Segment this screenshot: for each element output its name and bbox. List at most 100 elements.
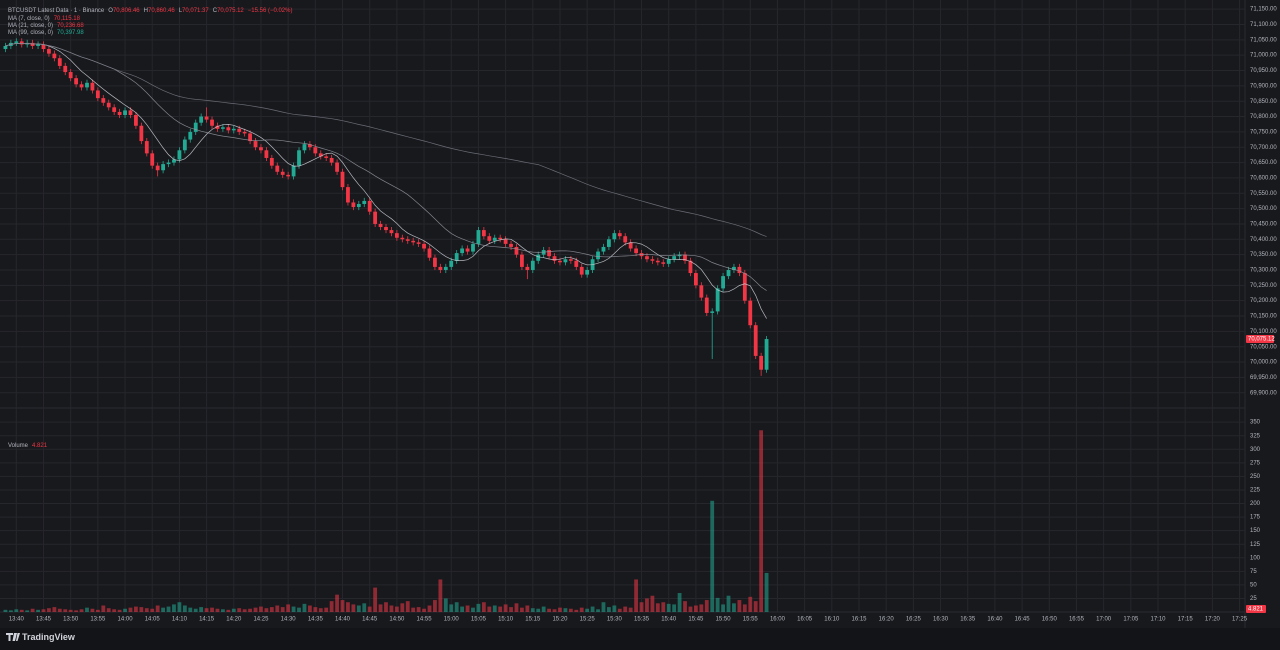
x-tick-label: 14:55 xyxy=(417,617,433,623)
candle-body xyxy=(568,259,573,261)
candle-body xyxy=(123,110,127,116)
candle-body xyxy=(193,122,198,132)
candle-body xyxy=(41,44,46,50)
y-tick-label: 70,200.00 xyxy=(1250,298,1277,304)
x-tick-label: 16:50 xyxy=(1042,617,1058,623)
candle-body xyxy=(737,266,742,274)
ohlc-letter: O xyxy=(108,8,113,14)
y-tick-label: 71,100.00 xyxy=(1250,22,1277,28)
x-tick-label: 17:15 xyxy=(1178,617,1194,623)
volume-bar xyxy=(520,607,524,612)
candle-body xyxy=(715,288,720,312)
candle-body xyxy=(139,125,144,142)
candle-body xyxy=(688,260,693,274)
volume-bar xyxy=(503,604,508,612)
volume-bar xyxy=(210,607,214,612)
volume-bar xyxy=(427,605,432,612)
volume-bar xyxy=(558,607,562,612)
candle-body xyxy=(661,262,666,264)
x-tick-label: 14:35 xyxy=(308,617,324,623)
last-volume-label: 4.821 xyxy=(1248,607,1264,613)
candle-body xyxy=(481,230,486,237)
candle-body xyxy=(726,269,731,277)
volume-bar xyxy=(541,606,546,612)
ma-line xyxy=(5,43,767,319)
candle-body xyxy=(645,256,649,260)
volume-bar xyxy=(759,430,764,612)
symbol: BTCUSDT Latest Data · 1 · Binance xyxy=(8,8,105,14)
volume-bar xyxy=(19,609,24,612)
candle-body xyxy=(438,266,443,270)
x-tick-label: 14:40 xyxy=(335,617,351,623)
volume-bar xyxy=(721,604,725,612)
candle-body xyxy=(721,276,725,289)
candle-body xyxy=(498,237,503,240)
volume-bar xyxy=(683,601,687,612)
candle-body xyxy=(204,116,209,120)
volume-bar xyxy=(155,605,160,612)
volume-bar xyxy=(117,609,122,612)
volume-bar xyxy=(346,602,350,612)
volume-tick-label: 250 xyxy=(1250,474,1261,480)
candle-body xyxy=(693,273,698,286)
candle-body xyxy=(161,164,166,171)
volume-bar xyxy=(492,605,497,612)
x-tick-label: 17:20 xyxy=(1205,617,1221,623)
ma-value: 70,115.18 xyxy=(54,16,81,22)
volume-bar xyxy=(335,594,339,612)
volume-tick-label: 125 xyxy=(1250,542,1261,548)
volume-bar xyxy=(264,608,269,612)
y-tick-label: 71,050.00 xyxy=(1250,37,1277,43)
volume-bar xyxy=(199,607,204,612)
x-tick-label: 14:30 xyxy=(281,617,297,623)
x-tick-label: 14:50 xyxy=(389,617,405,623)
y-tick-label: 70,350.00 xyxy=(1250,252,1277,258)
volume-bar xyxy=(422,608,426,612)
candle-body xyxy=(552,256,557,261)
volume-bar xyxy=(509,607,513,612)
candle-body xyxy=(503,239,508,244)
volume-bar xyxy=(57,608,62,612)
volume-bar xyxy=(259,606,263,612)
volume-bar xyxy=(182,605,187,612)
y-tick-label: 69,900.00 xyxy=(1250,390,1277,396)
volume-bar xyxy=(123,608,127,612)
candle-body xyxy=(563,259,568,263)
logo-mark xyxy=(6,633,20,641)
candle-body xyxy=(248,133,252,142)
volume-bar xyxy=(536,608,541,612)
candle-body xyxy=(547,250,552,257)
volume-tick-label: 175 xyxy=(1250,515,1261,521)
volume-bar xyxy=(688,606,693,612)
volume-bar xyxy=(454,602,459,612)
volume-tick-label: 75 xyxy=(1250,569,1257,575)
volume-bar xyxy=(634,579,638,612)
volume-bar xyxy=(242,609,247,612)
volume-bar xyxy=(449,604,454,612)
x-tick-label: 16:30 xyxy=(933,617,949,623)
x-tick-label: 16:35 xyxy=(960,617,976,623)
volume-bar xyxy=(547,608,552,612)
candle-body xyxy=(19,41,24,45)
y-tick-label: 70,900.00 xyxy=(1250,83,1277,89)
volume-tick-label: 150 xyxy=(1250,528,1261,534)
volume-bar xyxy=(161,607,166,612)
volume-bar xyxy=(699,604,704,612)
candle-body xyxy=(264,150,269,158)
ma-legend: MA (99, close, 0) 70,397.98 xyxy=(8,30,84,36)
candle-body xyxy=(155,165,160,171)
volume-bar xyxy=(302,603,307,612)
x-tick-label: 13:50 xyxy=(63,617,79,623)
volume-bar xyxy=(639,602,644,612)
volume-bar xyxy=(433,600,437,612)
candle-body xyxy=(226,127,231,131)
candle-body xyxy=(520,254,524,267)
candle-body xyxy=(405,239,410,241)
candle-body xyxy=(607,239,611,247)
candle-body xyxy=(672,256,677,260)
volume-bar xyxy=(324,607,329,612)
ohlc-value: 70,806.46 xyxy=(113,8,140,14)
candle-body xyxy=(166,162,171,165)
candle-body xyxy=(356,204,361,208)
volume-bar xyxy=(63,609,68,612)
